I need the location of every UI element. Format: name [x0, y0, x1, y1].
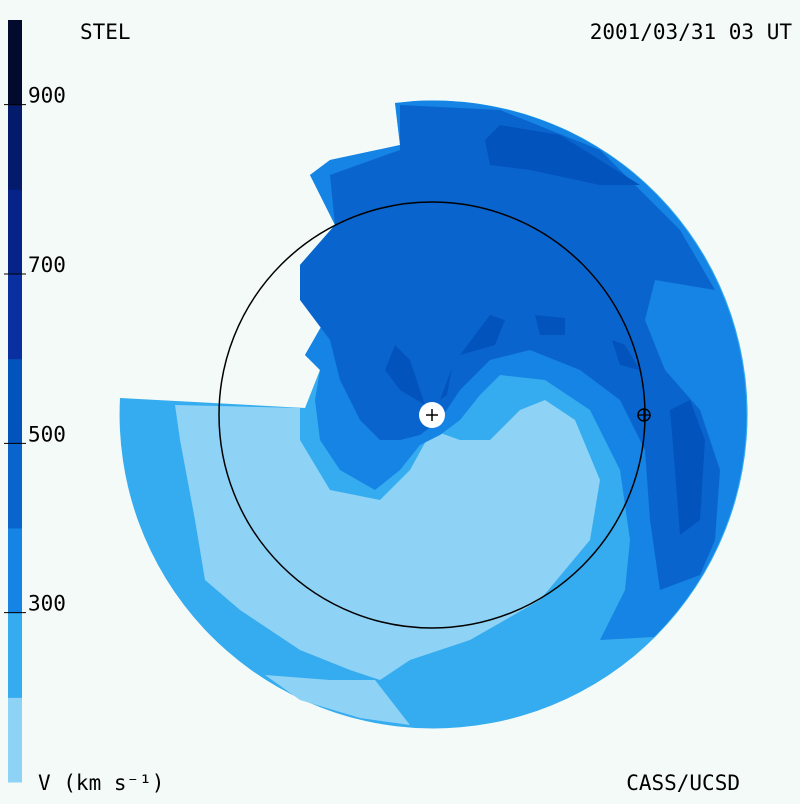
colorbar-band [8, 274, 22, 360]
colorbar-band [8, 20, 22, 106]
colorbar-band [8, 189, 22, 275]
credit: CASS/UCSD [626, 771, 740, 795]
colorbar-band [8, 612, 22, 698]
contour-region [485, 125, 640, 185]
contour-region [670, 400, 705, 535]
contour-region [265, 675, 410, 725]
chart-title: STEL [80, 20, 131, 44]
earth-symbol [638, 409, 650, 421]
y-tick-label: 900 [28, 84, 66, 108]
contour-region [300, 105, 720, 590]
contour-region [385, 345, 425, 405]
contour-region [535, 315, 565, 335]
contour-region [440, 368, 452, 400]
colorbar-band [8, 443, 22, 529]
y-tick-label: 700 [28, 253, 66, 277]
colorbar-label: V (km s⁻¹) [38, 771, 164, 795]
velocity-map [119, 100, 748, 729]
contour-region [612, 340, 640, 370]
contour-region [460, 315, 505, 355]
y-tick-label: 300 [28, 592, 66, 616]
colorbar-band [8, 697, 22, 783]
chart-subtitle: 2001/03/31 03 UT [590, 20, 793, 44]
contour-region [175, 400, 600, 680]
colorbar-band [8, 528, 22, 614]
colorbar-band [8, 358, 22, 444]
colorbar: 300 500 700 900 [4, 20, 66, 783]
sun-symbol [426, 409, 438, 421]
colorbar-band [8, 104, 22, 190]
y-tick-label: 500 [28, 422, 66, 446]
